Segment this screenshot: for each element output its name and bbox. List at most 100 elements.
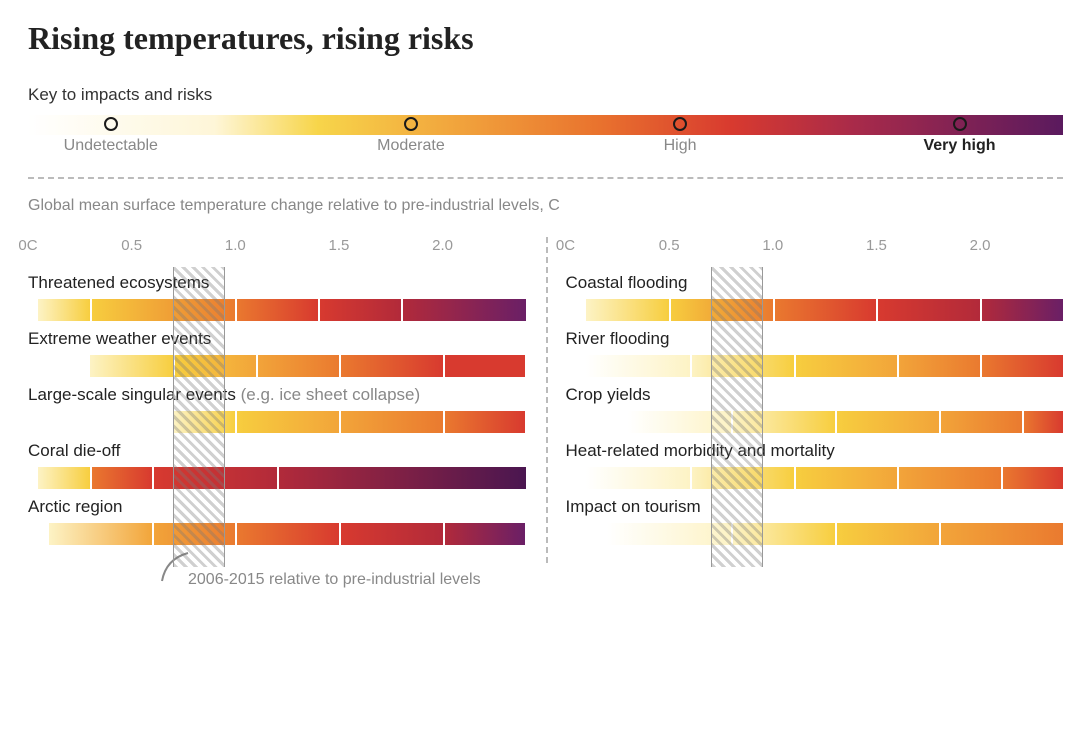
axis-tick: 2.0 — [970, 237, 991, 254]
risk-item: Coastal flooding — [566, 273, 1064, 321]
axis-tick: 0C — [18, 237, 37, 254]
risk-item: Coral die-off — [28, 441, 526, 489]
risk-bar-segment — [49, 523, 153, 545]
risk-bar-segment — [773, 299, 877, 321]
risk-bar-segment — [38, 467, 90, 489]
risk-bar-divider — [339, 355, 341, 377]
risk-bar-segment — [443, 355, 526, 377]
risk-bar-segment — [339, 411, 443, 433]
risk-bar — [28, 299, 526, 321]
risk-bar-divider — [90, 467, 92, 489]
risk-bar-divider — [90, 299, 92, 321]
risk-item-label: Large-scale singular events (e.g. ice sh… — [28, 385, 526, 405]
risk-bar — [566, 467, 1064, 489]
risk-bar-segment — [1001, 467, 1063, 489]
risk-bar-segment — [876, 299, 980, 321]
axis-tick: 0.5 — [659, 237, 680, 254]
items-left: Threatened ecosystems Extreme weather eve… — [28, 273, 526, 545]
items-right: Coastal flooding River flooding Crop yield… — [566, 273, 1064, 545]
risk-bar-divider — [835, 523, 837, 545]
axis-tick: 0.5 — [121, 237, 142, 254]
risk-bar-segment — [939, 411, 1022, 433]
risk-bar-segment — [235, 299, 318, 321]
risk-bar-segment — [897, 355, 980, 377]
risk-bar-divider — [690, 355, 692, 377]
risk-item-label: Extreme weather events — [28, 329, 526, 349]
risk-bar-divider — [256, 355, 258, 377]
risk-item: Crop yields — [566, 385, 1064, 433]
axis-tick: 1.5 — [329, 237, 350, 254]
reference-band-right — [711, 267, 763, 567]
risk-bar-divider — [339, 411, 341, 433]
risk-bar-segment — [980, 299, 1063, 321]
risk-bar-divider — [401, 299, 403, 321]
risk-bar-segment — [235, 523, 339, 545]
risk-bar — [566, 411, 1064, 433]
risk-bar — [28, 467, 526, 489]
risk-item-label: Arctic region — [28, 497, 526, 517]
risk-bar-divider — [773, 299, 775, 321]
risk-bar-segment — [586, 299, 669, 321]
risk-bar-divider — [443, 355, 445, 377]
axis-left: 0C0.51.01.52.0 — [28, 237, 526, 263]
risk-bar-segment — [586, 467, 690, 489]
risk-item: Threatened ecosystems — [28, 273, 526, 321]
risk-bar-segment — [256, 355, 339, 377]
risk-bar-divider — [339, 523, 341, 545]
key-marker-label: Moderate — [377, 137, 445, 155]
key-bar: UndetectableModerateHighVery high — [28, 115, 1063, 163]
risk-bar-segment — [443, 411, 526, 433]
risk-item: Heat-related morbidity and mortality — [566, 441, 1064, 489]
risk-bar-divider — [794, 467, 796, 489]
risk-item-label: Crop yields — [566, 385, 1064, 405]
risk-bar-divider — [443, 411, 445, 433]
risk-bar-divider — [152, 467, 154, 489]
key-marker-circle — [673, 117, 687, 131]
axis-tick: 1.0 — [225, 237, 246, 254]
risk-bar — [566, 523, 1064, 545]
risk-item-label: Impact on tourism — [566, 497, 1064, 517]
columns: 0C 0.5 1.0 1.5 2.0 Threatened ecosystems Extr… — [28, 237, 1063, 553]
risk-bar — [28, 355, 526, 377]
risk-bar-divider — [876, 299, 878, 321]
risk-bar-segment — [939, 523, 1063, 545]
axis-tick: 1.5 — [866, 237, 887, 254]
risk-bar-divider — [235, 523, 237, 545]
page-title: Rising temperatures, rising risks — [28, 20, 1063, 57]
risk-item-note: (e.g. ice sheet collapse) — [236, 385, 420, 404]
annotation: 2006-2015 relative to pre-industrial lev… — [188, 571, 1063, 589]
section-divider — [28, 177, 1063, 179]
risk-bar-segment — [339, 355, 443, 377]
risk-bar-segment — [90, 467, 152, 489]
risk-bar-segment — [318, 299, 401, 321]
risk-bar-divider — [794, 355, 796, 377]
axis-tick: 0C — [556, 237, 575, 254]
risk-item-label: Heat-related morbidity and mortality — [566, 441, 1064, 461]
risk-bar-segment — [38, 299, 90, 321]
risk-bar — [566, 299, 1064, 321]
key-markers — [28, 115, 1063, 135]
risk-item: Arctic region — [28, 497, 526, 545]
risk-bar-segment — [835, 411, 939, 433]
left-column: 0C0.51.01.52.0 Threatened ecosystemsExtr… — [28, 237, 546, 553]
risk-bar-segment — [794, 355, 898, 377]
risk-bar — [28, 523, 526, 545]
risk-bar-divider — [318, 299, 320, 321]
risk-bar-divider — [152, 523, 154, 545]
risk-bar-segment — [277, 467, 526, 489]
annotation-text: 2006-2015 relative to pre-industrial lev… — [188, 571, 481, 589]
right-column: 0C 0.5 1.0 1.5 2.0 Coastal flooding River flo… — [546, 237, 1064, 553]
risk-bar-segment — [235, 411, 339, 433]
risk-bar-segment — [835, 523, 939, 545]
axis-right: 0C0.51.01.52.0 — [566, 237, 1064, 263]
risk-bar-segment — [339, 523, 443, 545]
risk-bar-divider — [443, 523, 445, 545]
axis-tick: 2.0 — [432, 237, 453, 254]
risk-bar — [566, 355, 1064, 377]
key-marker-circle — [104, 117, 118, 131]
risk-item-label: Coral die-off — [28, 441, 526, 461]
axis-tick: 1.0 — [762, 237, 783, 254]
key-marker-circle — [404, 117, 418, 131]
key-label: Key to impacts and risks — [28, 85, 1063, 105]
risk-item: River flooding — [566, 329, 1064, 377]
